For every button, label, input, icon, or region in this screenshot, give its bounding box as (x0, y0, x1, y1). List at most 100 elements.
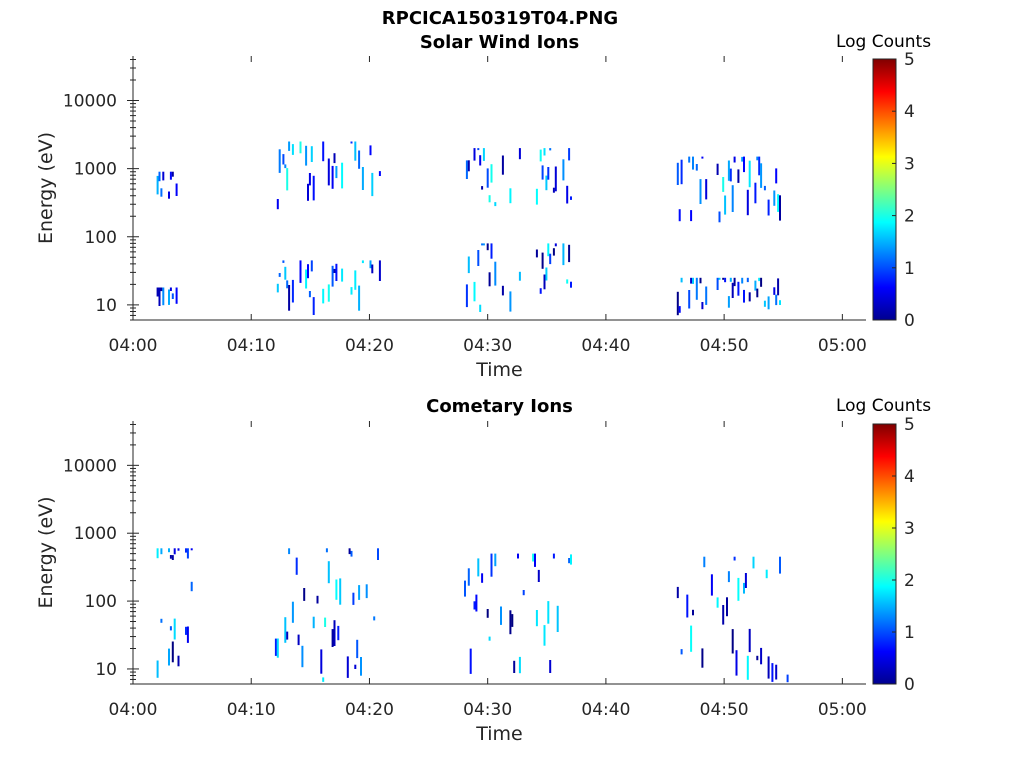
heatmap-cell (722, 177, 725, 192)
heatmap-cell (316, 595, 319, 604)
heatmap-cell (324, 617, 327, 627)
heatmap-cell (724, 195, 727, 215)
heatmap-cell (348, 548, 351, 555)
heatmap-cell (464, 580, 466, 597)
heatmap-cell (726, 597, 728, 617)
heatmap-cell (552, 248, 555, 256)
heatmap-cell (299, 260, 302, 283)
heatmap-cell (361, 167, 364, 190)
heatmap-cell (511, 614, 514, 627)
heatmap-cell (746, 277, 749, 283)
heatmap-cell (543, 274, 546, 290)
colorbar-tick-label: 2 (904, 571, 915, 591)
burst-3 (676, 556, 789, 683)
heatmap-cell (541, 165, 544, 180)
x-tick-label: 04:30 (463, 336, 512, 356)
heatmap-cell (680, 159, 683, 185)
heatmap-cell (743, 156, 745, 173)
heatmap-cell (278, 273, 281, 277)
heatmap-cell (156, 175, 159, 195)
heatmap-cell (543, 148, 546, 156)
heatmap-cell (756, 288, 759, 298)
heatmap-cell (743, 582, 745, 594)
heatmap-cell (175, 183, 178, 196)
heatmap-cell (680, 649, 683, 655)
heatmap-cell (744, 573, 747, 588)
x-tick-label: 04:00 (109, 336, 158, 356)
heatmap-cell (549, 660, 552, 673)
heatmap-cell (501, 285, 504, 296)
heatmap-cell (354, 664, 357, 669)
heatmap-cell (288, 285, 291, 311)
heatmap-cell (549, 253, 552, 265)
panel-title: Solar Wind Ions (420, 32, 579, 53)
burst-2 (465, 148, 572, 312)
heatmap-cell (276, 638, 279, 658)
figure-title: RPCICA150319T04.PNG (382, 8, 618, 29)
colorbar-tick-label: 3 (904, 154, 915, 174)
heatmap-cell (556, 605, 559, 632)
heatmap-cell (688, 156, 691, 163)
heatmap-cell (156, 660, 159, 678)
heatmap-cell (477, 558, 480, 577)
heatmap-cell (173, 618, 176, 640)
heatmap-cell (701, 648, 704, 668)
heatmap-cell (733, 277, 736, 287)
heatmap-cell (678, 306, 681, 313)
heatmap-cell (331, 265, 334, 287)
heatmap-cell (718, 211, 721, 223)
heatmap-cell (327, 561, 330, 584)
heatmap-cell (358, 585, 361, 600)
heatmap-cell (566, 279, 569, 284)
heatmap-cell (760, 163, 763, 188)
heatmap-cell (354, 141, 357, 161)
heatmap-cell (467, 568, 470, 586)
heatmap-cell (703, 556, 706, 568)
heatmap-cell (479, 155, 482, 166)
heatmap-cell (371, 172, 374, 197)
heatmap-cell (322, 141, 325, 162)
heatmap-cell (718, 277, 721, 280)
heatmap-cell (767, 199, 770, 216)
heatmap-cell (173, 548, 176, 555)
heatmap-cell (171, 293, 174, 299)
colorbar-tick-label: 1 (904, 623, 915, 643)
heatmap-cell (722, 605, 725, 625)
heatmap-cell (692, 156, 694, 170)
heatmap-cell (322, 677, 325, 682)
heatmap-cell (752, 556, 755, 569)
heatmap-cell (727, 160, 730, 181)
heatmap-cell (465, 160, 468, 179)
heatmap-cell (156, 287, 159, 297)
heatmap-cell (733, 156, 736, 163)
heatmap-cell (554, 243, 557, 247)
heatmap-cell (185, 626, 187, 635)
panel-title: Cometary Ions (426, 396, 573, 417)
heatmap-cell (171, 171, 174, 177)
colorbar-label: Log Counts (836, 396, 931, 416)
heatmap-cell (303, 588, 306, 601)
heatmap-cell (729, 168, 732, 182)
y-tick-label: 10000 (63, 92, 117, 112)
heatmap-cell (509, 610, 512, 635)
heatmap-cell (331, 165, 334, 189)
heatmap-cell (765, 569, 768, 579)
heatmap-cell (500, 606, 502, 625)
heatmap-cell (779, 300, 781, 305)
x-axis-label: Time (475, 359, 523, 381)
panel-solar-wind: 04:00 04:10 04:20 04:30 04:40 04:50 05:0010100… (35, 32, 931, 381)
colorbar-tick-label: 4 (904, 467, 915, 487)
heatmap-cell (746, 189, 749, 216)
heatmap-cell (746, 655, 749, 680)
heatmap-cell (748, 292, 751, 302)
heatmap-cell (284, 617, 287, 643)
heatmap-cell (333, 620, 336, 646)
heatmap-cell (756, 156, 759, 161)
heatmap-cell (479, 304, 482, 312)
heatmap-cell (549, 148, 552, 151)
heatmap-cell (535, 249, 538, 258)
heatmap-cell (488, 195, 491, 203)
y-tick-label: 10 (95, 660, 117, 680)
